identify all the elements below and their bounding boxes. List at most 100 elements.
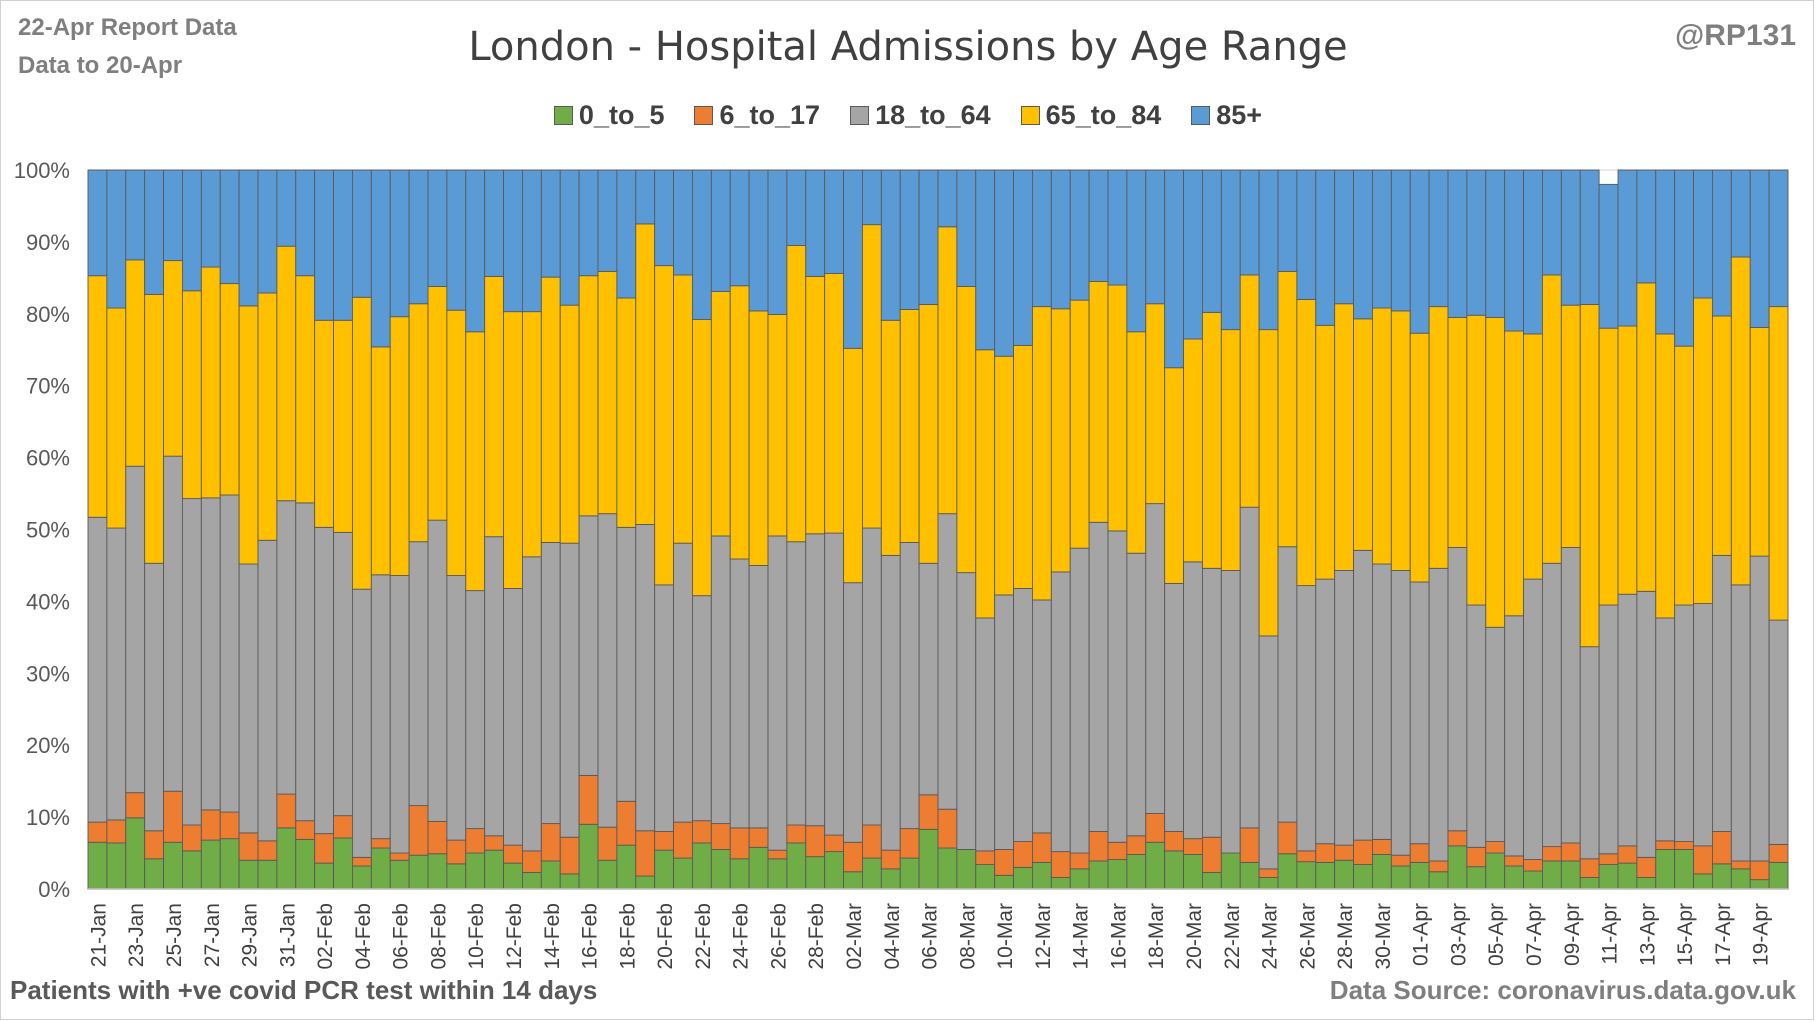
bar-segment-85+ [994,169,1015,357]
bar-segment-65_to_84 [1655,333,1676,619]
bar-segment-0_to_5 [87,841,108,890]
bar-segment-6_to_17 [1768,843,1789,863]
x-tick-label: 08-Feb [427,903,450,970]
x-tick-label: 25-Jan [163,903,186,967]
bar-segment-18_to_64 [1428,567,1449,862]
bar-segment-0_to_5 [691,842,712,890]
bar-segment-0_to_5 [1523,870,1543,890]
bar-segment-0_to_5 [880,868,901,890]
bar-segment-18_to_64 [465,590,486,830]
legend-label: 6_to_17 [719,100,821,130]
bar-segment-6_to_17 [503,844,523,864]
bar-segment-6_to_17 [1371,838,1392,855]
bar-segment-85+ [144,169,165,295]
bar-segment-85+ [729,169,750,287]
bar-segment-0_to_5 [1183,854,1203,890]
bar-segment-6_to_17 [1239,827,1260,863]
bar-segment-85+ [408,169,429,305]
bar-segment-6_to_17 [389,852,410,861]
bar-segment-85+ [1617,169,1638,327]
bar-segment-18_to_64 [181,498,202,826]
bar-segment-65_to_84 [786,245,807,543]
bar-segment-65_to_84 [1334,303,1355,571]
bar-segment-0_to_5 [238,859,259,890]
bar-segment-0_to_5 [1617,862,1638,890]
bar-segment-6_to_17 [521,850,542,873]
bar-segment-6_to_17 [1466,846,1487,868]
bar-segment-65_to_84 [1466,314,1487,606]
legend-item-0_to_5: 0_to_5 [553,100,664,131]
bar-segment-85+ [1031,169,1052,308]
x-tick-label: 22-Feb [692,903,715,970]
bar-segment-85+ [1050,169,1071,310]
bar-segment-85+ [219,169,240,285]
bar-segment-65_to_84 [1636,282,1657,592]
bar-segment-65_to_84 [805,275,826,535]
bar-segment-0_to_5 [1541,860,1562,890]
bar-segment-18_to_64 [1768,619,1789,845]
bar-segment-6_to_17 [238,832,259,861]
bar-segment-18_to_64 [1277,546,1298,823]
bar-segment-65_to_84 [654,265,675,586]
bar-segment-85+ [918,169,939,305]
bar-segment-85+ [1390,169,1411,312]
bar-segment-18_to_64 [1560,547,1581,844]
bar-segment-85+ [1409,169,1430,334]
bar-segment-65_to_84 [673,274,693,544]
bar-segment-85+ [748,169,769,312]
bar-segment-85+ [1598,183,1619,329]
bar-segment-85+ [540,169,561,278]
bar-segment-0_to_5 [1201,872,1222,890]
bar-segment-85+ [333,169,353,321]
bar-segment-18_to_64 [1013,588,1033,842]
bar-segment-65_to_84 [824,273,845,534]
bar-segment-65_to_84 [729,285,750,560]
bar-segment-6_to_17 [1334,844,1355,861]
y-tick-label: 50% [26,518,70,543]
bar-segment-0_to_5 [540,860,561,890]
bar-segment-0_to_5 [389,859,410,890]
bar-segment-85+ [276,169,297,247]
bar-segment-65_to_84 [1693,297,1713,605]
bar-segment-18_to_64 [748,565,769,829]
bar-segment-85+ [1088,169,1109,282]
bar-segment-65_to_84 [748,310,769,566]
legend-swatch [1191,106,1211,125]
bar-segment-18_to_64 [163,455,183,792]
bar-segment-18_to_64 [1636,590,1657,858]
bar-segment-0_to_5 [1485,852,1506,890]
bar-segment-0_to_5 [1749,879,1770,890]
bar-segment-85+ [1711,169,1732,317]
report-date-label: 22-Apr Report Data [18,14,237,41]
bar-segment-65_to_84 [1069,299,1090,549]
bar-segment-85+ [1013,169,1033,346]
bar-segment-6_to_17 [106,819,127,844]
x-tick-label: 14-Mar [1070,903,1093,970]
bar-segment-65_to_84 [446,309,467,576]
bar-segment-18_to_64 [1258,635,1279,870]
bar-segment-65_to_84 [1598,327,1619,606]
bar-segment-65_to_84 [899,309,920,543]
bar-segment-85+ [1428,169,1449,308]
bar-segment-0_to_5 [503,862,523,890]
bar-segment-85+ [106,169,127,309]
bar-segment-85+ [1183,169,1203,340]
bar-segment-6_to_17 [1315,843,1336,863]
bar-segment-0_to_5 [1730,868,1751,890]
bar-segment-0_to_5 [805,856,826,890]
bar-segment-6_to_17 [1164,831,1185,852]
bar-segment-18_to_64 [1126,552,1147,837]
bar-segment-18_to_64 [843,582,863,843]
legend-swatch [850,106,870,125]
bar-segment-65_to_84 [200,266,221,499]
bar-segment-6_to_17 [87,821,108,843]
bar-segment-18_to_64 [200,497,221,811]
bar-segment-65_to_84 [1371,307,1392,565]
bar-segment-6_to_17 [786,824,807,844]
x-tick-label: 01-Apr [1410,903,1433,966]
bar-segment-65_to_84 [635,223,656,525]
bar-segment-85+ [710,169,731,292]
bar-segment-18_to_64 [1523,578,1543,860]
x-tick-label: 27-Jan [201,903,224,967]
bar-segment-65_to_84 [1409,332,1430,583]
